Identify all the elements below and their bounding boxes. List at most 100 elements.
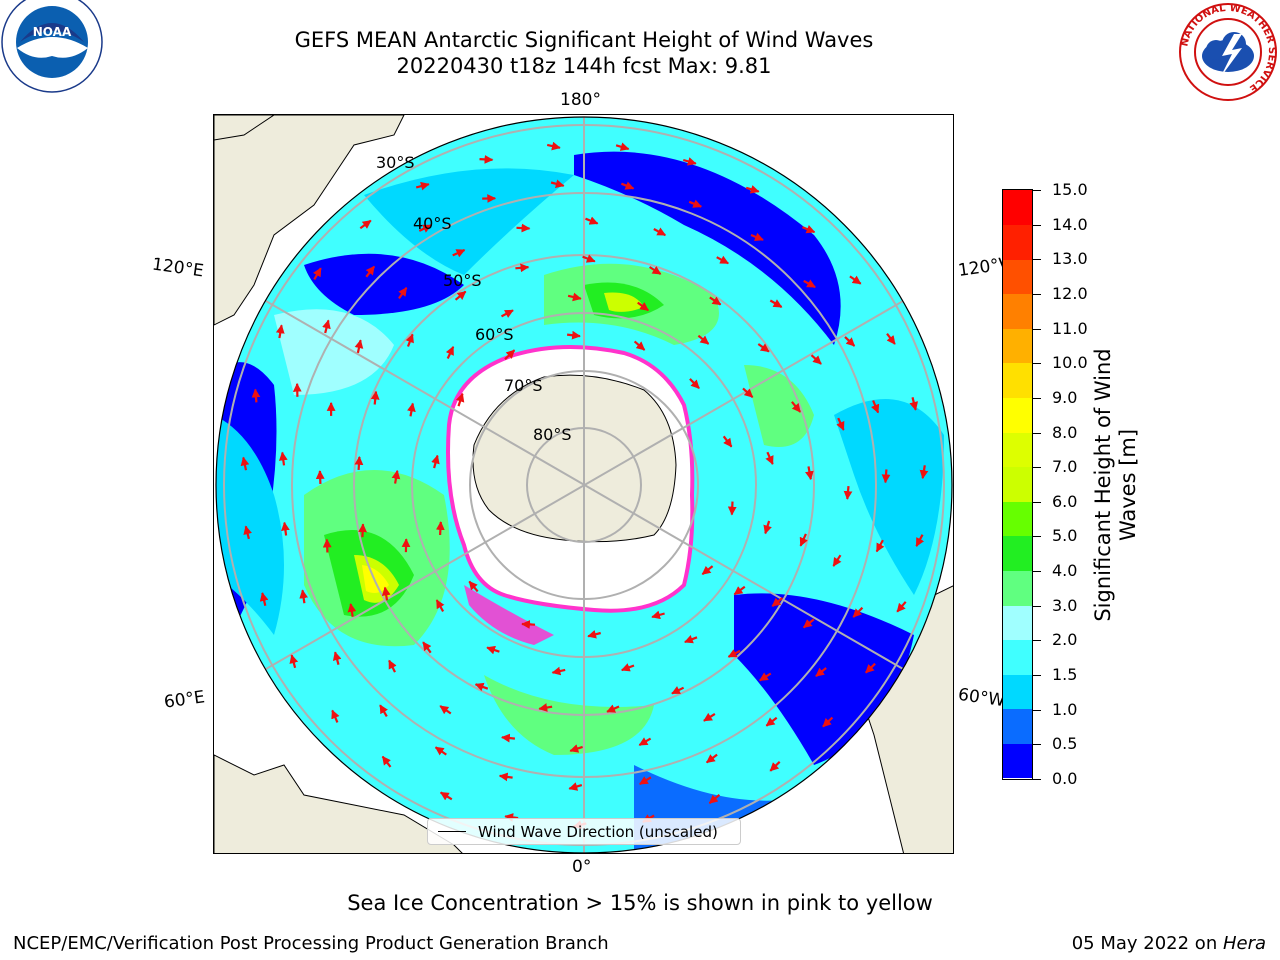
wave-direction-arrow [431, 454, 440, 469]
wave-direction-arrow [637, 301, 649, 312]
wave-direction-arrow [546, 141, 561, 151]
wave-direction-arrow [347, 603, 357, 617]
wave-direction-arrow [757, 343, 770, 353]
wave-direction-arrow [919, 465, 929, 480]
colorbar-tick [1033, 259, 1041, 261]
wave-direction-arrow [849, 275, 862, 285]
map-legend: Wind Wave Direction (unscaled) [427, 818, 741, 845]
colorbar-tick-label: 3.0 [1052, 595, 1078, 615]
colorbar-tick-label: 14.0 [1052, 214, 1088, 234]
lon-label-180: 180° [560, 90, 601, 110]
wave-direction-arrow [381, 755, 392, 768]
colorbar-tick-label: 0.0 [1052, 769, 1078, 788]
wave-direction-arrow [315, 470, 325, 484]
wave-direction-arrow [498, 772, 513, 782]
wave-direction-arrow [585, 216, 599, 225]
wave-direction-arrow [871, 400, 880, 414]
wave-direction-arrow [516, 223, 531, 233]
colorbar-tick [1033, 779, 1041, 780]
wave-direction-arrow [388, 659, 397, 673]
wave-direction-arrow [281, 521, 290, 536]
wave-direction-arrow [915, 534, 925, 547]
wave-direction-arrow [521, 620, 536, 629]
wave-direction-arrow [568, 782, 583, 791]
wave-direction-arrow [633, 340, 646, 351]
map-panel [213, 114, 954, 854]
wave-direction-arrow [398, 287, 408, 300]
wave-direction-arrow [769, 299, 783, 308]
wave-direction-arrow [709, 296, 722, 306]
wave-direction-arrow [379, 704, 388, 717]
lat-label-30s: 30°S [376, 153, 415, 172]
wave-direction-arrow [332, 651, 342, 665]
wave-direction-arrow [639, 776, 652, 786]
wave-direction-arrow [418, 224, 432, 233]
colorbar-tick-label: 5.0 [1052, 526, 1078, 546]
colorbar-segment [1003, 674, 1032, 710]
colorbar-tick [1033, 190, 1041, 191]
footer-date: 05 May 2022 on Hera [1072, 933, 1266, 954]
colorbar-tick-label: 12.0 [1052, 283, 1088, 303]
colorbar-tick [1033, 605, 1041, 607]
colorbar-tick [1033, 397, 1041, 399]
sea-ice-note: Sea Ice Concentration > 15% is shown in … [347, 891, 933, 915]
chart-title: GEFS MEAN Antarctic Significant Height o… [294, 28, 874, 52]
colorbar-segment [1003, 535, 1032, 571]
wave-direction-arrow [551, 666, 566, 676]
colorbar-title-line2: Waves [m] [1116, 428, 1140, 542]
wave-direction-arrow [259, 592, 269, 606]
wave-direction-arrow [354, 456, 364, 470]
wave-direction-arrow [278, 451, 288, 466]
wave-direction-arrow [358, 523, 368, 538]
wave-direction-arrow [455, 392, 465, 407]
wave-map [214, 115, 953, 853]
colorbar-tick [1033, 571, 1041, 573]
wave-direction-arrow [550, 179, 565, 189]
wave-direction-arrow [742, 387, 754, 399]
wave-direction-arrow [435, 599, 445, 612]
wave-direction-arrow [701, 565, 714, 576]
wave-direction-arrow [684, 635, 698, 644]
wave-direction-arrow [722, 435, 733, 448]
wave-direction-arrow [439, 791, 453, 801]
wave-direction-arrow [538, 703, 553, 712]
colorbar-segment [1003, 293, 1032, 329]
wave-direction-arrow [500, 309, 514, 318]
wave-direction-arrow [359, 219, 372, 230]
wave-direction-arrow [479, 154, 494, 164]
wave-direction-arrow [434, 746, 447, 756]
wave-direction-arrow [331, 709, 340, 723]
colorbar-tick [1033, 224, 1041, 226]
wave-direction-arrow [799, 533, 808, 547]
colorbar-tick [1033, 363, 1041, 365]
lat-label-60s: 60°S [475, 325, 514, 344]
wave-direction-arrow [587, 630, 601, 639]
chart-subtitle: 20220430 t18z 144h fcst Max: 9.81 [396, 54, 772, 78]
colorbar-segment [1003, 432, 1032, 468]
wave-direction-arrow [705, 753, 718, 764]
wave-direction-arrow [407, 402, 416, 417]
wave-direction-arrow [844, 336, 856, 347]
wave-direction-arrow [515, 263, 530, 273]
wave-direction-arrow [251, 388, 261, 403]
colorbar-tick-label: 1.5 [1052, 665, 1078, 685]
colorbar-tick-label: 1.0 [1052, 699, 1078, 719]
wave-direction-arrow [745, 185, 760, 194]
wave-direction-arrow [422, 641, 432, 654]
wave-direction-arrow [815, 667, 827, 677]
wave-direction-arrow [765, 716, 778, 727]
wave-direction-arrow [671, 686, 685, 695]
wave-direction-arrow [567, 292, 582, 302]
colorbar-tick [1033, 501, 1041, 503]
wave-direction-arrow [569, 744, 583, 753]
colorbar-segment [1003, 570, 1032, 606]
colorbar-segment [1003, 224, 1032, 260]
wave-direction-arrow [682, 157, 697, 166]
footer-date-text: 05 May 2022 on [1071, 933, 1223, 954]
wave-direction-arrow [803, 279, 816, 289]
colorbar-tick-label: 9.0 [1052, 387, 1078, 407]
wave-direction-arrow [822, 716, 834, 728]
wave-direction-arrow [763, 520, 772, 535]
colorbar-segment [1003, 501, 1032, 537]
wave-direction-arrow [689, 378, 700, 389]
